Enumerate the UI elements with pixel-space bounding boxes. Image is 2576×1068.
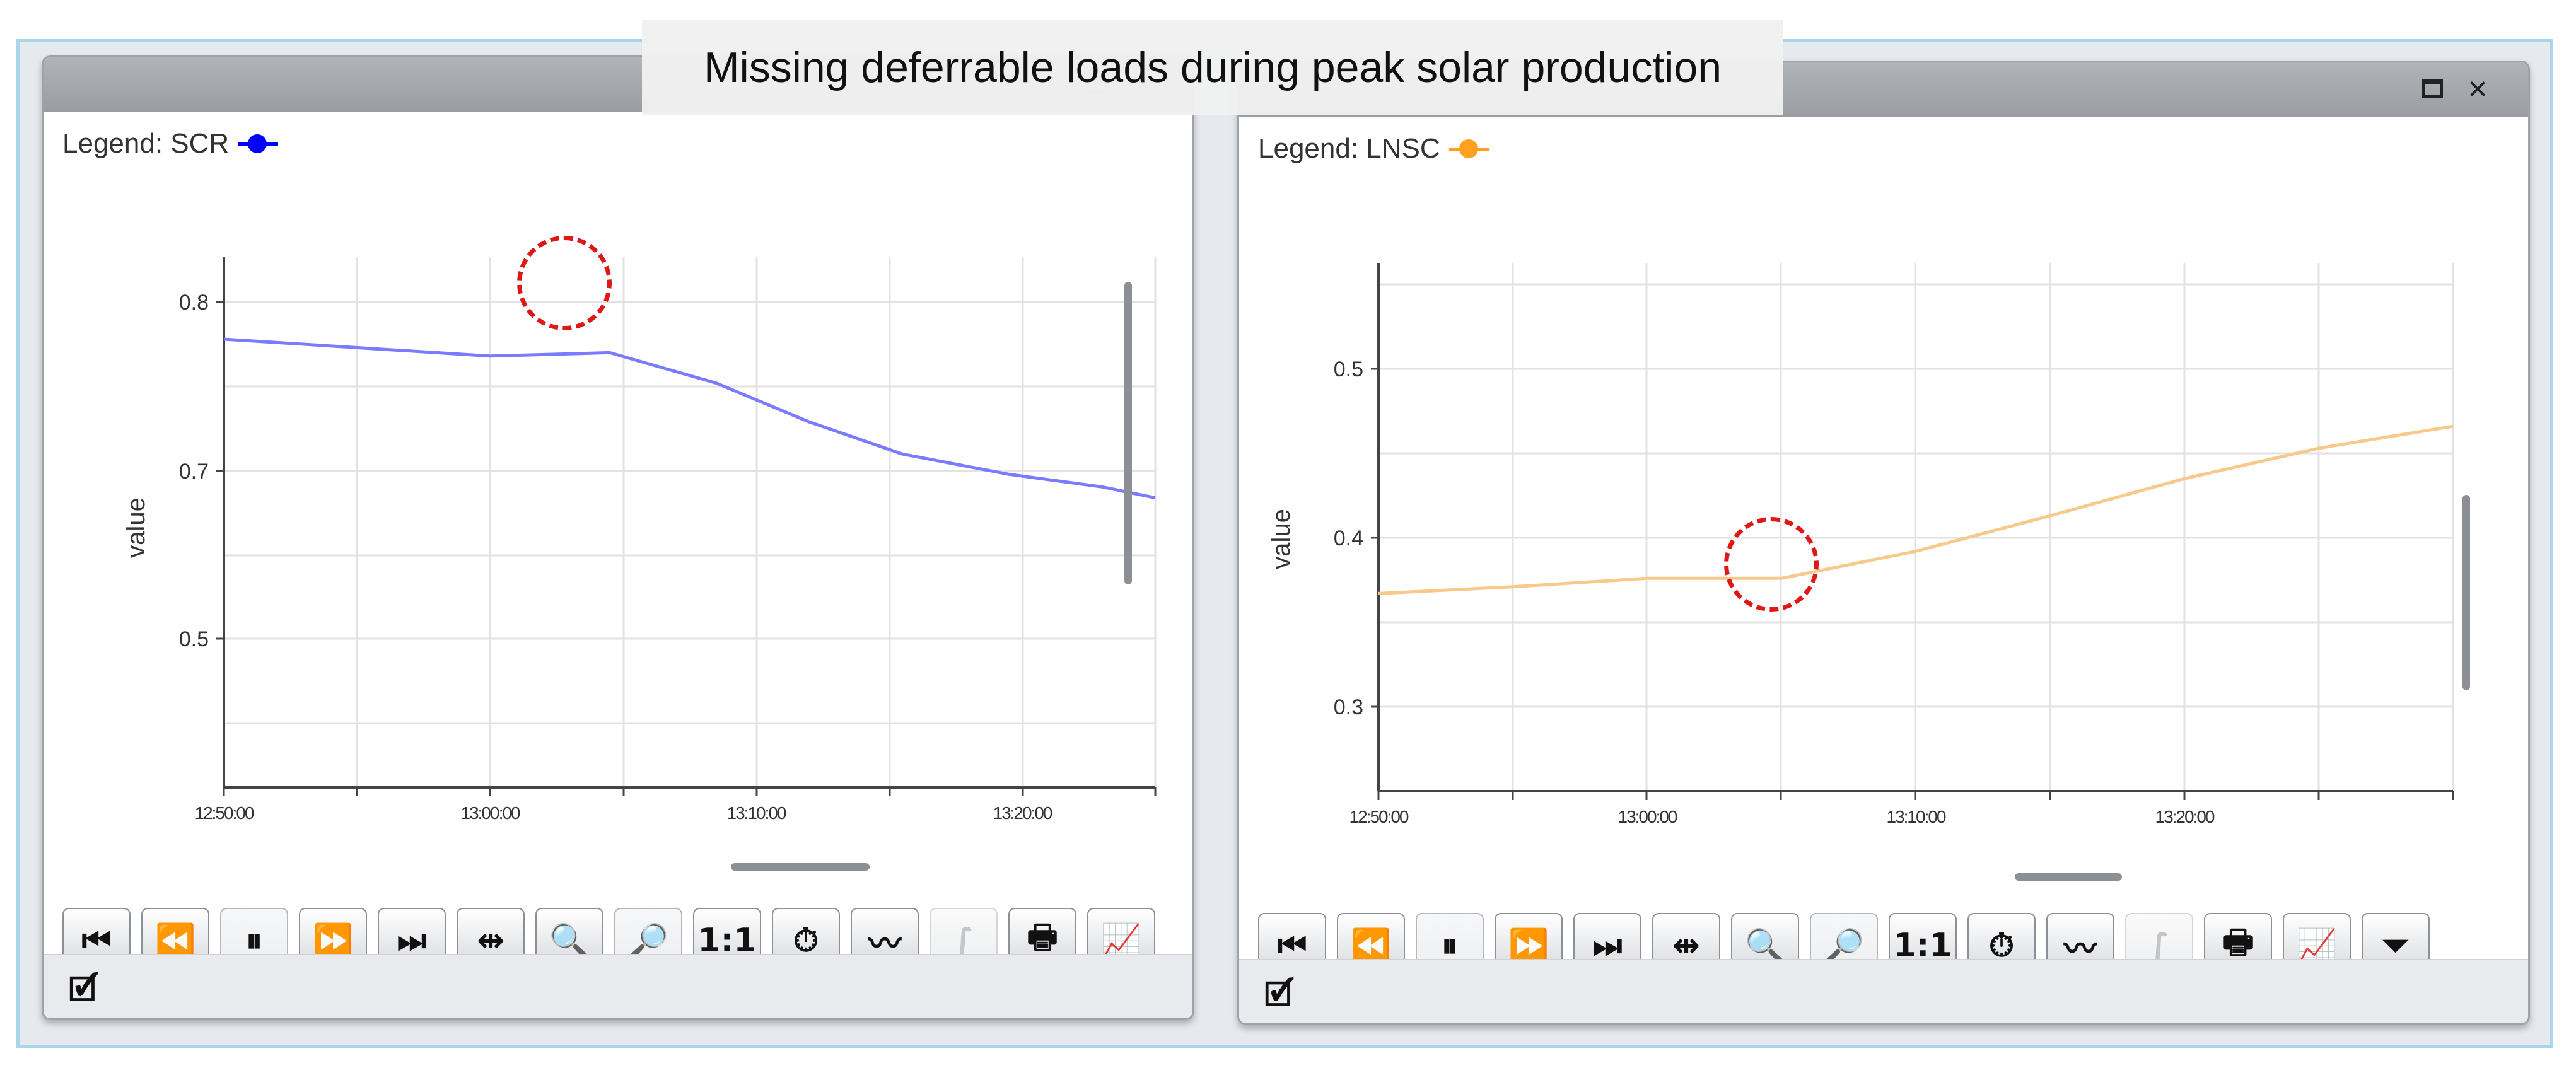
x-tick-label: 13:10:00 [1887,807,1946,827]
series-line-scr [223,337,1156,500]
vertical-scrollbar[interactable] [2462,495,2470,690]
horizontal-scrollbar[interactable] [2015,873,2122,881]
status-bar: 🗹 [44,954,1192,1018]
y-tick-label: 0.4 [1334,526,1363,550]
legend-marker [1448,139,1489,158]
chart-panel: Legend: LNSC 0.5 0.4 0.3 12:50:00 13:00:00 13… [1239,117,2528,1023]
x-tick-label: 13:20:00 [993,803,1052,823]
y-tick-label: 0.5 [1334,357,1363,381]
y-tick-label: 0.5 [179,627,209,651]
chart-panel: Legend: SCR 0.8 0.7 0.5 12:50:00 13:00:00 13:… [44,112,1192,1018]
x-tick-label: 13:00:00 [1618,807,1677,827]
status-bar: 🗹 [1239,959,2528,1023]
y-axis-label: value [1268,509,1295,569]
x-tick-label: 12:50:00 [195,803,254,823]
legend-label: Legend: LNSC [1258,133,1440,164]
highlight-circle-lnsc [1724,517,1819,612]
chart-legend: Legend: SCR [62,128,279,160]
series-line-lnsc [1378,424,2454,595]
y-tick-label: 0.7 [179,460,209,484]
vertical-scrollbar[interactable] [1124,282,1132,584]
y-tick-label: 0.8 [179,291,209,315]
chart-legend: Legend: LNSC [1258,133,1489,165]
legend-marker [238,134,279,153]
monitor-check-icon[interactable]: 🗹 [1264,977,1294,1013]
x-tick-label: 13:00:00 [461,803,520,823]
horizontal-scrollbar[interactable] [731,863,870,871]
monitor-check-icon[interactable]: 🗹 [69,972,98,1008]
maximize-icon[interactable] [2415,71,2450,107]
x-tick-label: 12:50:00 [1349,807,1409,827]
y-tick-label: 0.3 [1334,695,1363,719]
close-icon[interactable]: × [2468,70,2488,108]
scr-line-chart: 0.8 0.7 0.5 12:50:00 13:00:00 13:10:00 13:20:0… [122,257,1157,823]
lnsc-line-chart: 0.5 0.4 0.3 12:50:00 13:00:00 13:10:00 13:20:0… [1268,263,2454,827]
y-axis-label: value [122,497,150,558]
legend-label: Legend: SCR [62,128,230,159]
trend-window-scr: × Legend: SCR 0.80.70.512:50:0013:00:001… [42,55,1194,1020]
x-tick-label: 13:20:00 [2155,807,2215,827]
x-tick-label: 13:10:00 [727,803,786,823]
annotation-caption: Missing deferrable loads during peak sol… [642,20,1783,115]
highlight-circle-scr [517,236,612,330]
trend-window-lnsc: × Legend: LNSC 0.5 0.4 0.3 12:50:00 13:00:00… [1237,61,2530,1025]
